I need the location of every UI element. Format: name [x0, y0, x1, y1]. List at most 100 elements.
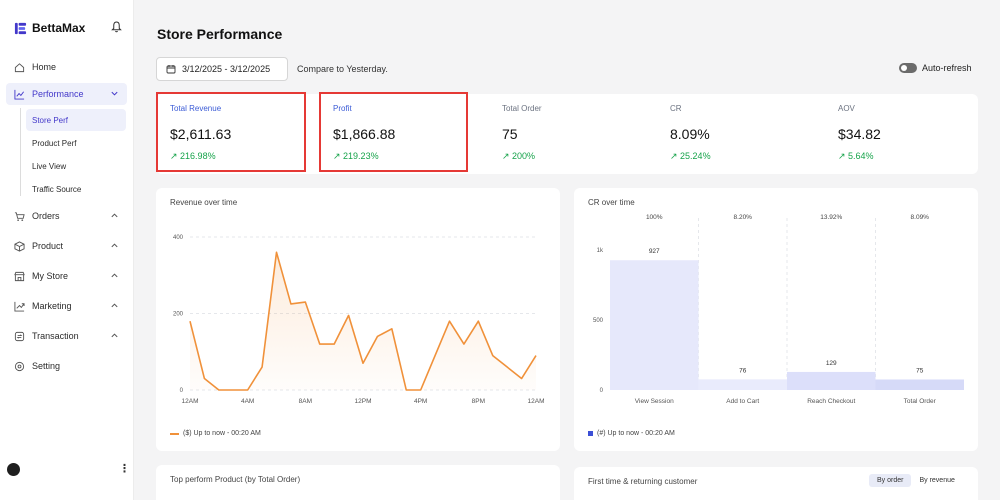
card-title: Top perform Product (by Total Order)	[170, 475, 301, 484]
revenue-over-time-card: Revenue over time 0 200 400 12AM 4AM 8AM 12PM 4…	[156, 188, 560, 451]
sidebar-item-label: Product	[32, 241, 64, 251]
sidebar-item-orders[interactable]: Orders	[6, 205, 127, 227]
metrics-panel: Total Revenue $2,611.63 ↗ 216.98% Profit…	[156, 92, 978, 174]
rate-label: 8.09%	[911, 214, 930, 221]
sidebar: BettaMax Home Performance Store Perf Pro…	[0, 0, 134, 500]
funnel-bar	[875, 379, 964, 390]
sidebar-item-product[interactable]: Product	[6, 235, 127, 257]
metric-value: $2,611.63	[170, 126, 232, 142]
box-icon	[14, 240, 25, 252]
cr-legend: (#) Up to now - 00:20 AM	[588, 430, 675, 437]
metric-value: $34.82	[838, 126, 881, 142]
funnel-bar	[610, 260, 699, 390]
submenu-divider	[20, 108, 21, 196]
y-tick-label: 500	[593, 318, 604, 324]
y-tick-label: 0	[600, 388, 604, 394]
bar-value-label: 927	[649, 248, 660, 255]
customer-metric-toggle: By order By revenue	[869, 474, 963, 487]
sidebar-item-performance[interactable]: Performance	[6, 83, 127, 105]
sidebar-item-marketing[interactable]: Marketing	[6, 295, 127, 317]
metric-total-order[interactable]: Total Order 75 ↗ 200%	[488, 94, 648, 174]
auto-refresh-label: Auto-refresh	[922, 63, 972, 73]
metric-value: $1,866.88	[333, 126, 396, 142]
card-title: CR over time	[588, 198, 635, 207]
metric-total-revenue[interactable]: Total Revenue $2,611.63 ↗ 216.98%	[156, 92, 306, 172]
y-tick-label: 400	[173, 235, 184, 241]
sidebar-subitem-traffic-source[interactable]: Traffic Source	[32, 184, 82, 194]
auto-refresh-toggle[interactable]	[899, 63, 917, 73]
metric-aov[interactable]: AOV $34.82 ↗ 5.64%	[824, 94, 974, 174]
x-tick-label: 4AM	[241, 398, 254, 405]
sidebar-item-transaction[interactable]: Transaction	[6, 325, 127, 347]
y-tick-label: 1k	[597, 248, 604, 254]
revenue-legend: ($) Up to now - 00:20 AM	[170, 430, 261, 437]
metric-change: ↗ 200%	[502, 151, 536, 161]
metric-label: Profit	[333, 104, 352, 113]
sidebar-item-label: Performance	[32, 89, 84, 99]
metric-label: Total Revenue	[170, 104, 222, 113]
brand-name: BettaMax	[32, 21, 86, 35]
sidebar-item-setting[interactable]: Setting	[6, 355, 127, 377]
sidebar-item-label: My Store	[32, 271, 69, 281]
legend-swatch	[170, 432, 179, 435]
bar-value-label: 76	[739, 367, 747, 374]
more-vertical-icon[interactable]: ⋮	[119, 463, 130, 475]
page-title: Store Performance	[157, 26, 283, 42]
store-icon	[14, 271, 25, 282]
sidebar-item-my-store[interactable]: My Store	[6, 265, 127, 287]
sidebar-subitem-product-perf[interactable]: Product Perf	[32, 138, 77, 148]
cr-funnel-chart: 0 500 1k 927 100% View Session 76 8.20% Add to C…	[593, 214, 964, 405]
legend-swatch	[588, 431, 593, 436]
sidebar-subitem-live-view[interactable]: Live View	[32, 161, 67, 171]
cart-icon	[14, 211, 25, 222]
date-range-picker[interactable]: 3/12/2025 - 3/12/2025	[156, 57, 288, 81]
category-label: Total Order	[904, 398, 937, 405]
calendar-icon	[166, 65, 176, 74]
sidebar-item-label: Orders	[32, 211, 60, 221]
metric-label: AOV	[838, 104, 855, 113]
rate-label: 13.92%	[820, 214, 842, 221]
chevron-up-icon	[110, 211, 119, 222]
x-tick-label: 12AM	[182, 398, 199, 405]
x-tick-label: 12AM	[528, 398, 545, 405]
sidebar-item-home[interactable]: Home	[6, 56, 127, 78]
rate-label: 100%	[646, 214, 663, 221]
metric-profit[interactable]: Profit $1,866.88 ↗ 219.23%	[319, 92, 468, 172]
top-products-card: Top perform Product (by Total Order)	[156, 465, 560, 500]
chevron-up-icon	[110, 271, 119, 282]
gear-icon	[14, 361, 25, 372]
transaction-icon	[14, 331, 25, 342]
category-label: Reach Checkout	[807, 398, 855, 405]
by-revenue-button[interactable]: By revenue	[919, 477, 955, 484]
by-order-button[interactable]: By order	[869, 474, 912, 487]
metric-label: Total Order	[502, 104, 542, 113]
y-tick-label: 200	[173, 312, 184, 318]
metric-cr[interactable]: CR 8.09% ↗ 25.24%	[656, 94, 816, 174]
metric-change: ↗ 25.24%	[670, 151, 711, 161]
revenue-line-chart: 0 200 400 12AM 4AM 8AM 12PM 4PM 8PM 12AM	[173, 235, 545, 405]
sidebar-item-label: Marketing	[32, 301, 72, 311]
date-range-text: 3/12/2025 - 3/12/2025	[182, 64, 271, 74]
metric-value: 8.09%	[670, 126, 710, 142]
x-tick-label: 8PM	[472, 398, 485, 405]
auto-refresh-control[interactable]: Auto-refresh	[899, 63, 972, 73]
metric-change: ↗ 5.64%	[838, 151, 874, 161]
chevron-up-icon	[110, 301, 119, 312]
bar-value-label: 75	[916, 368, 924, 375]
user-menu[interactable]: ⋮	[0, 458, 134, 480]
notification-bell-icon[interactable]	[111, 20, 122, 38]
x-tick-label: 4PM	[414, 398, 427, 405]
sidebar-subitem-store-perf[interactable]: Store Perf	[26, 109, 126, 131]
funnel-bar	[787, 371, 876, 390]
category-label: View Session	[635, 398, 674, 405]
sidebar-item-label: Setting	[32, 361, 61, 371]
brand[interactable]: BettaMax	[14, 20, 85, 36]
avatar[interactable]	[7, 463, 20, 476]
x-tick-label: 12PM	[355, 398, 372, 405]
x-tick-label: 8AM	[299, 398, 312, 405]
marketing-icon	[14, 301, 25, 312]
sidebar-item-label: Home	[32, 62, 57, 72]
metric-label: CR	[670, 104, 682, 113]
revenue-area	[190, 252, 536, 390]
sidebar-item-label: Transaction	[32, 331, 79, 341]
